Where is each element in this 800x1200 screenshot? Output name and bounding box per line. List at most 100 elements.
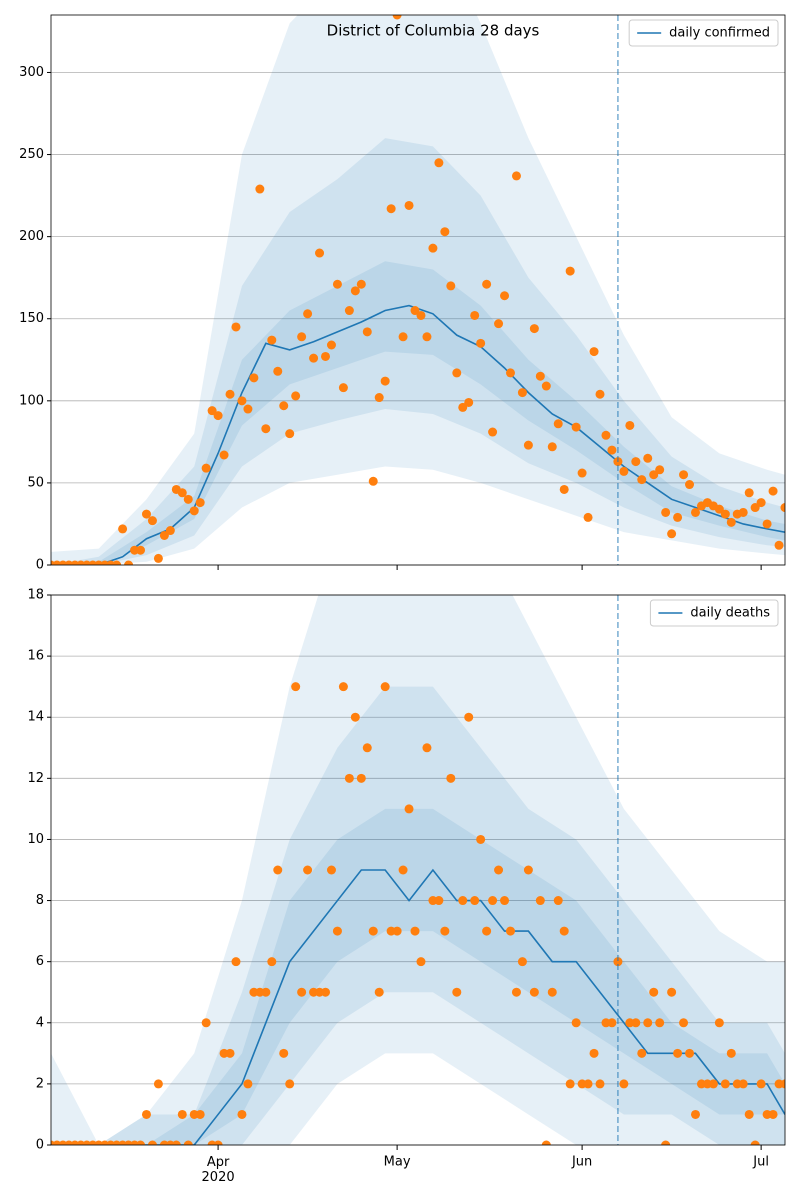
observed-point [112,560,122,565]
observed-point [476,834,486,844]
observed-point [714,1018,724,1028]
observed-point [362,743,372,753]
observed-point [326,865,336,875]
observed-point [690,1109,700,1119]
observed-point [631,457,641,467]
observed-point [685,480,695,490]
observed-point [452,368,462,378]
legend-label: daily deaths [690,606,770,621]
legend-box [628,19,779,47]
y-tick-label: 0 [36,1138,44,1153]
observed-point [750,503,760,513]
observed-point [350,712,360,722]
observed-point [470,310,480,320]
observed-point [189,506,199,516]
observed-point [350,286,360,296]
observed-point [398,865,408,875]
observed-point [750,1140,760,1145]
observed-point [291,682,301,692]
observed-point [565,1079,575,1089]
observed-point [762,519,772,529]
observed-point [326,340,336,350]
observed-point [303,865,313,875]
observed-point [422,743,432,753]
observed-point [523,865,533,875]
observed-point [649,987,659,997]
observed-point [505,368,515,378]
observed-point [589,347,599,357]
observed-point [768,486,778,496]
observed-point [643,1018,653,1028]
observed-point [559,484,569,494]
observed-point [517,957,527,967]
observed-point [535,371,545,381]
observed-point [756,1079,766,1089]
observed-point [607,1018,617,1028]
uncertainty-band [51,15,785,565]
observed-point [291,391,301,401]
observed-point [231,322,241,332]
observed-point [321,987,331,997]
observed-point [708,1079,718,1089]
observed-point [147,516,157,526]
observed-point [667,529,677,539]
observed-point [195,498,205,508]
observed-point [225,389,235,399]
observed-point [541,381,551,391]
observed-point [153,553,163,563]
observed-point [267,957,277,967]
observed-point [714,504,724,514]
observed-point [565,266,575,276]
observed-point [315,248,325,258]
observed-point [147,1140,157,1145]
x-tick-label: Apr 2020 [202,1155,235,1185]
observed-point [285,1079,295,1089]
observed-point [595,389,605,399]
observed-point [601,430,611,440]
observed-point [338,383,348,393]
observed-point [476,338,486,348]
observed-point [529,324,539,334]
observed-point [607,445,617,455]
observed-point [482,279,492,289]
observed-point [535,896,545,906]
uncertainty-band [51,595,785,1145]
observed-point [559,926,569,936]
observed-point [297,987,307,997]
observed-point [183,1140,193,1145]
observed-point [571,1018,581,1028]
observed-point [547,442,557,452]
median-line [51,304,785,565]
observed-point [177,488,187,498]
observed-point [392,926,402,936]
observed-point [482,926,492,936]
observed-point [386,204,396,214]
observed-point [780,1079,785,1089]
observed-point [523,440,533,450]
observed-point [511,987,521,997]
legend-label: daily confirmed [669,26,770,41]
y-tick-label: 6 [36,954,44,969]
x-tick-label: May [384,1155,411,1170]
observed-point [141,1109,151,1119]
observed-point [756,498,766,508]
observed-point [159,530,169,540]
observed-point [434,158,444,168]
y-tick-label: 0 [36,558,44,573]
observed-point [416,957,426,967]
axes-frame [50,594,786,1146]
observed-point [368,476,378,486]
observed-point [136,1140,146,1145]
observed-point [410,306,420,316]
observed-point [285,429,295,439]
observed-point [171,1140,181,1145]
uncertainty-band [51,808,785,1145]
y-tick-label: 100 [19,393,44,408]
observed-point [136,545,146,555]
y-tick-label: 8 [36,893,44,908]
y-tick-label: 12 [27,771,44,786]
observed-point [679,470,689,480]
y-tick-label: 2 [36,1076,44,1091]
observed-point [458,402,468,412]
